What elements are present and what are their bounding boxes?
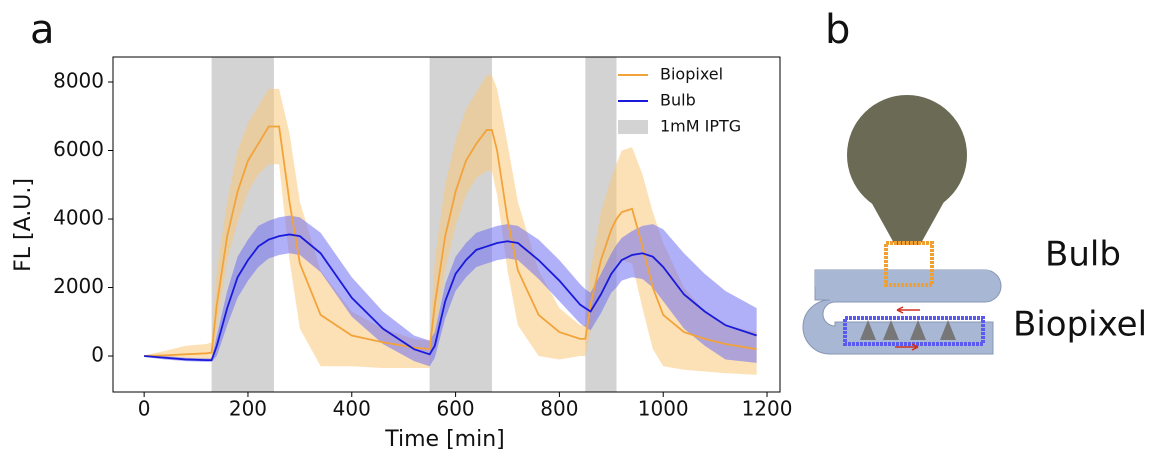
traps <box>860 320 956 340</box>
x-axis-label: Time [min] <box>384 427 505 452</box>
plot-frame <box>112 56 781 393</box>
line <box>144 233 757 362</box>
x-tick-label: 1000 <box>638 397 689 421</box>
y-tick-label: 6000 <box>53 137 104 161</box>
bulb-region <box>884 241 934 287</box>
x-tick-label: 600 <box>436 397 474 421</box>
y-tick-label: 8000 <box>53 69 104 93</box>
legend-swatch <box>618 120 648 134</box>
channel <box>815 270 990 287</box>
y-tick-label: 0 <box>91 343 104 367</box>
x-tick-label: 400 <box>333 397 371 421</box>
flow-arrows <box>895 306 920 351</box>
x-tick-label: 800 <box>540 397 578 421</box>
x-tick-label: 1200 <box>742 397 793 421</box>
y-tick-label: 4000 <box>53 206 104 230</box>
panel-label: a <box>30 7 55 53</box>
diagram-label: Biopixel <box>1013 305 1147 345</box>
diagram-label: Bulb <box>1045 235 1121 275</box>
legend-label: 1mM IPTG <box>660 117 741 136</box>
x-tick-label: 200 <box>229 397 267 421</box>
biopixel-region <box>843 316 985 346</box>
panel-label: b <box>825 7 850 53</box>
plot: 0 200 400 600 800 1000 1200 0 2000 4000 6000 8000 Bi… <box>53 56 793 421</box>
legend-label: Biopixel <box>660 65 723 84</box>
line <box>144 125 757 357</box>
y-axis-label: FL [A.U.] <box>11 178 36 272</box>
error-band <box>144 75 757 375</box>
x-tick-label: 0 <box>138 397 151 421</box>
y-tick-label: 2000 <box>53 274 104 298</box>
legend-label: Bulb <box>660 91 696 110</box>
diagram: Bulb Biopixel <box>802 95 1147 355</box>
bulb <box>847 95 967 215</box>
